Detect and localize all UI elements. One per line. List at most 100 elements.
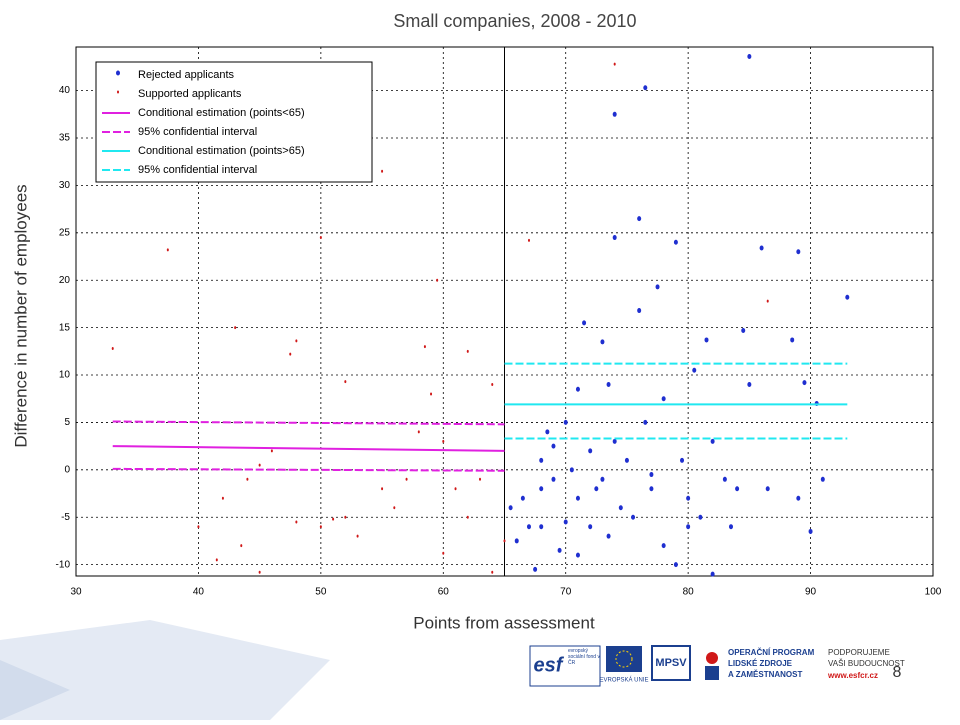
rejected-point — [514, 538, 519, 544]
y-tick-label: 0 — [64, 464, 70, 475]
footer: esf evropský sociální fond v ČR EVROPSKÁ… — [529, 645, 905, 687]
supported-point — [332, 517, 335, 521]
rejected-point — [539, 524, 544, 530]
esf-logo — [529, 645, 601, 687]
rejected-point — [637, 308, 642, 314]
rejected-point — [563, 519, 568, 525]
y-tick-label: 40 — [59, 85, 71, 96]
supported-point — [270, 449, 273, 453]
rejected-point — [661, 396, 666, 402]
supported-point — [111, 346, 114, 350]
x-tick-label: 90 — [805, 587, 817, 598]
op-text: LIDSKÉ ZDROJE — [728, 659, 793, 668]
rejected-point — [698, 514, 703, 520]
supported-point — [466, 349, 469, 353]
x-tick-label: 80 — [683, 587, 695, 598]
rejected-point — [820, 476, 825, 482]
rejected-point — [741, 327, 746, 333]
supported-point — [166, 248, 169, 252]
rejected-point — [710, 438, 715, 444]
supported-point — [344, 515, 347, 519]
supported-point — [454, 487, 457, 491]
legend-label: Rejected applicants — [138, 69, 235, 81]
supported-point — [393, 506, 396, 510]
rejected-point — [655, 284, 660, 290]
estimate-line — [112, 467, 505, 472]
supported-point — [466, 515, 469, 519]
supported-point — [381, 487, 384, 491]
op-text: A ZAMĚSTNANOST — [728, 670, 802, 679]
rejected-point — [673, 239, 678, 245]
x-tick-label: 40 — [193, 587, 205, 598]
rejected-point — [575, 495, 580, 501]
supported-point — [319, 525, 322, 529]
eu-flag — [606, 646, 642, 672]
rejected-point — [796, 495, 801, 501]
y-tick-label: 5 — [64, 417, 70, 428]
rejected-point — [643, 85, 648, 91]
x-tick-label: 70 — [560, 587, 572, 598]
supported-point — [417, 430, 420, 434]
rejected-point — [508, 505, 513, 511]
x-tick-label: 60 — [438, 587, 450, 598]
x-tick-label: 100 — [925, 587, 942, 598]
y-tick-label: 35 — [59, 133, 71, 144]
supported-point — [215, 558, 218, 562]
rejected-point — [606, 381, 611, 387]
rejected-point — [612, 438, 617, 444]
supported-point — [527, 238, 530, 242]
mpsv-text: MPSV — [655, 657, 687, 669]
rejected-point — [612, 235, 617, 241]
legend-label: Conditional estimation (points>65) — [138, 145, 305, 157]
supported-point — [221, 496, 224, 500]
rejected-point — [594, 486, 599, 492]
op-text: OPERAČNÍ PROGRAM — [728, 648, 815, 657]
page-number: 8 — [893, 664, 902, 681]
supported-point — [258, 570, 261, 574]
y-tick-label: 30 — [59, 180, 71, 191]
supported-point — [258, 463, 261, 467]
rejected-point — [551, 476, 556, 482]
supported-point — [197, 525, 200, 529]
rejected-point — [643, 419, 648, 425]
y-tick-label: 10 — [59, 370, 71, 381]
supported-point — [319, 236, 322, 240]
supported-point — [442, 439, 445, 443]
y-tick-label: -5 — [61, 512, 70, 523]
rejected-point — [796, 249, 801, 255]
x-axis-label: Points from assessment — [413, 613, 595, 632]
estimate-line — [112, 420, 505, 426]
y-tick-label: -10 — [56, 559, 71, 570]
supported-point — [356, 534, 359, 538]
supported-point — [246, 477, 249, 481]
supported-point — [381, 169, 384, 173]
rejected-point — [539, 457, 544, 463]
y-axis-label: Difference in number of employees — [11, 184, 30, 447]
supported-point — [766, 299, 769, 303]
decor — [0, 660, 70, 720]
supported-point — [344, 380, 347, 384]
rejected-point — [545, 429, 550, 435]
rejected-point — [845, 294, 850, 300]
estimate-line — [112, 445, 505, 452]
legend-box — [95, 61, 373, 183]
supported-point — [295, 339, 298, 343]
rejected-point — [704, 337, 709, 343]
legend-label: 95% confidential interval — [138, 164, 257, 176]
rejected-point — [520, 495, 525, 501]
rejected-point — [673, 562, 678, 568]
y-tick-label: 20 — [59, 275, 71, 286]
rejected-point — [686, 495, 691, 501]
rejected-point — [722, 476, 727, 482]
supported-point — [289, 352, 292, 356]
rejected-point — [790, 337, 795, 343]
rejected-point — [575, 552, 580, 558]
rejected-point — [551, 443, 556, 449]
legend-swatch — [117, 90, 119, 94]
supported-point — [405, 477, 408, 481]
eu-stars — [615, 650, 633, 668]
rejected-point — [710, 571, 715, 577]
mpsv-logo — [651, 645, 691, 681]
legend-swatch — [116, 70, 120, 76]
